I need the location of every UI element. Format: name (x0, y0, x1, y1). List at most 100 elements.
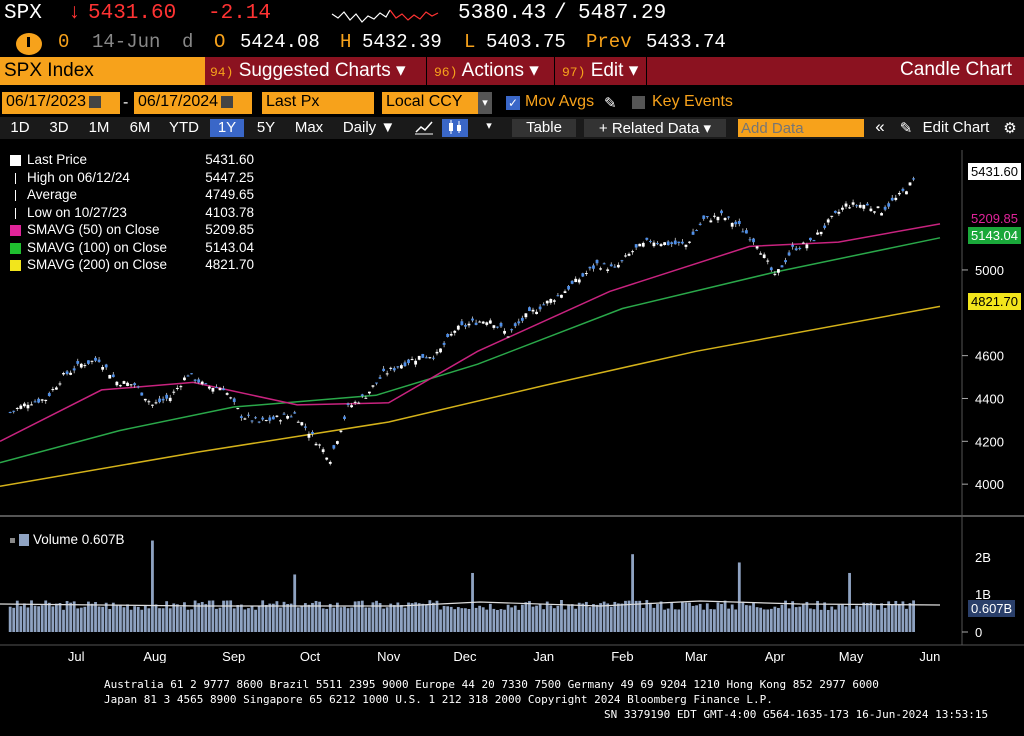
mov-avgs-checkbox[interactable]: ✓ (506, 96, 520, 110)
volume-bar (168, 608, 172, 632)
volume-bar (293, 574, 297, 632)
key-events-label: Key Events (652, 93, 733, 110)
volume-bar (55, 603, 58, 632)
legend-swatch (15, 190, 16, 201)
period-1m[interactable]: 1M (88, 119, 110, 136)
legend-row[interactable]: SMAVG (100) on Close 5143.04 (10, 240, 254, 257)
legend-row[interactable]: Low on 10/27/23 4103.78 (10, 205, 254, 222)
volume-bar (723, 600, 727, 632)
frequency-select[interactable]: Daily ▼ (342, 119, 396, 136)
volume-bar (556, 605, 560, 632)
volume-bar (663, 609, 667, 632)
period-6m[interactable]: 6M (129, 119, 151, 136)
calendar-icon[interactable] (89, 95, 102, 108)
volume-bar (243, 609, 247, 632)
start-date-field[interactable]: 06/17/2023 (2, 92, 120, 114)
candle-body (481, 321, 485, 324)
candle-body (382, 368, 386, 372)
key-events-checkbox[interactable] (632, 96, 645, 109)
table-button[interactable]: Table (512, 119, 576, 137)
edit-chart-button[interactable]: Edit Chart (922, 119, 990, 136)
candle-body (51, 389, 55, 391)
candle-chart-icon[interactable] (442, 119, 468, 137)
candle-body (236, 408, 240, 410)
candle-body (158, 398, 161, 403)
candle-body (271, 416, 275, 420)
line-chart-icon[interactable] (412, 119, 436, 137)
volume-bar (901, 601, 905, 632)
volume-bar (247, 608, 250, 632)
volume-bar (439, 609, 442, 632)
legend-row[interactable]: SMAVG (50) on Close 5209.85 (10, 222, 254, 239)
volume-bar (307, 604, 311, 632)
month-label: Oct (300, 649, 321, 663)
menu-suggested-charts[interactable]: 94) Suggested Charts ▾ (210, 60, 406, 81)
candle-body (58, 383, 62, 385)
period-ytd[interactable]: YTD (169, 119, 199, 136)
volume-bar (151, 540, 154, 632)
legend-row[interactable]: SMAVG (200) on Close 4821.70 (10, 257, 254, 274)
calendar-icon[interactable] (221, 95, 234, 108)
legend-row[interactable]: Average 4749.65 (10, 187, 254, 204)
period-5y[interactable]: 5Y (256, 119, 276, 136)
chart-type-dropdown-icon[interactable]: ▾ (486, 120, 492, 132)
volume-bar (488, 603, 492, 632)
period-1d[interactable]: 1D (10, 119, 30, 136)
related-data-button[interactable]: + Related Data ▾ (584, 119, 726, 137)
candle-body (492, 325, 496, 328)
candle-body (62, 373, 65, 375)
period-1y[interactable]: 1Y (210, 119, 244, 137)
volume-bar (684, 602, 688, 632)
candle-body (403, 362, 407, 367)
volume-bar (755, 607, 759, 632)
clock-icon[interactable] (16, 33, 42, 55)
candle-body (79, 363, 83, 368)
chart-type-title[interactable]: Candle Chart (900, 59, 1012, 80)
legend-row[interactable]: Last Price 5431.60 (10, 152, 254, 169)
candle-body (428, 357, 432, 359)
candle-body (513, 323, 517, 327)
candlestick-chart[interactable]: 4000 4200 4400 4600 5000 2B 1B 0 Jul Aug Sep Oct Nov… (0, 143, 1024, 663)
month-label: Mar (685, 649, 708, 663)
volume-bar (887, 601, 891, 632)
currency-select[interactable]: Local CCY ▾ (382, 92, 492, 114)
candle-body (805, 244, 809, 249)
candle-body (307, 433, 311, 438)
candle-body (147, 401, 151, 403)
footer-copyright: Japan 81 3 4565 8900 Singapore 65 6212 1… (104, 693, 773, 706)
candle-body (592, 265, 595, 269)
collapse-icon[interactable]: « (875, 117, 885, 136)
candle-body (720, 210, 723, 214)
pencil-icon[interactable]: ✎ (604, 95, 617, 112)
menu-actions[interactable]: 96) Actions ▾ (434, 60, 539, 81)
pencil-icon[interactable]: ✎ (899, 120, 913, 137)
end-date-field[interactable]: 06/17/2024 (134, 92, 252, 114)
month-label: Jan (533, 649, 554, 663)
add-data-input[interactable] (738, 119, 864, 137)
volume-bar (19, 606, 23, 632)
candle-body (410, 359, 414, 361)
volume-bar (254, 609, 257, 632)
candle-body (467, 323, 471, 326)
candle-body (616, 264, 620, 268)
field-select[interactable]: Last Px (262, 92, 374, 114)
volume-bar (716, 602, 720, 632)
volume-bar (883, 607, 887, 632)
ohlc-bar: 0 14-Jun d O 5424.08 H 5432.39 L 5403.75… (0, 31, 1024, 57)
legend-label: SMAVG (50) on Close (27, 222, 160, 237)
period-3d[interactable]: 3D (49, 119, 69, 136)
candle-body (264, 420, 268, 422)
gear-icon[interactable]: ⚙ (1003, 120, 1017, 137)
period-max[interactable]: Max (294, 119, 324, 136)
security-field[interactable]: SPX Index (0, 57, 205, 85)
menu-edit[interactable]: 97) Edit ▾ (562, 60, 639, 81)
volume-bar (375, 600, 378, 632)
volume-bar (158, 608, 161, 632)
legend-row[interactable]: High on 06/12/24 5447.25 (10, 170, 254, 187)
candle-body (392, 368, 396, 371)
volume-bar (841, 604, 844, 632)
volume-bar (410, 603, 414, 632)
volume-bar (737, 562, 741, 632)
candle-body (602, 263, 606, 265)
candle-body (698, 223, 702, 225)
